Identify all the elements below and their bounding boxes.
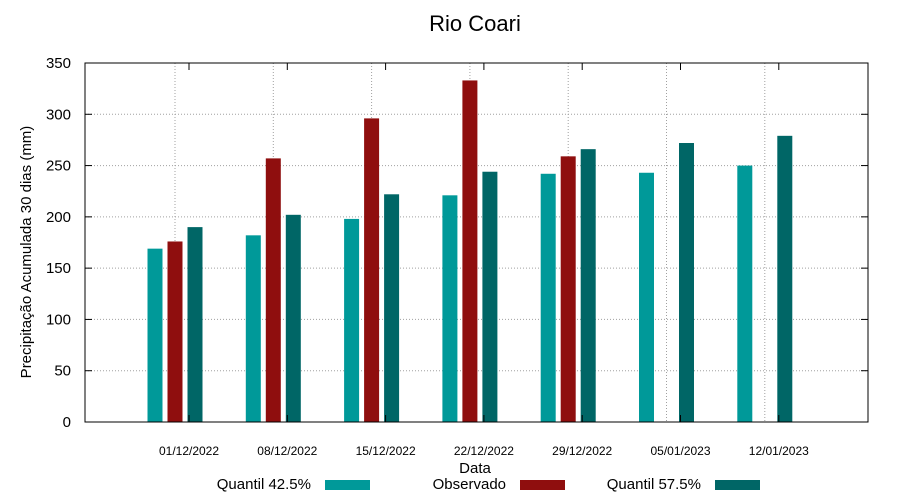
bar-1-7 bbox=[737, 165, 753, 423]
bar-3-2 bbox=[285, 214, 301, 422]
x-tick-label: 12/01/2023 bbox=[749, 444, 809, 458]
y-tick-label: 300 bbox=[46, 106, 71, 123]
legend-label-1: Quantil 42.5% bbox=[217, 476, 311, 493]
y-axis-label: Precipitação Acumulada 30 dias (mm) bbox=[18, 126, 35, 379]
x-axis-ticks: 01/12/2022 08/12/2022 15/12/2022 22/12/2022… bbox=[159, 63, 809, 458]
legend-swatch-3 bbox=[715, 480, 760, 490]
legend-swatch-1 bbox=[325, 480, 370, 490]
bar-1-6 bbox=[639, 172, 654, 422]
legend-label-2: Observado bbox=[433, 476, 506, 493]
x-tick-label: 15/12/2022 bbox=[356, 444, 416, 458]
x-tick-label: 22/12/2022 bbox=[454, 444, 514, 458]
bar-1-3 bbox=[344, 218, 360, 422]
x-tick-label: 08/12/2022 bbox=[257, 444, 317, 458]
bar-1-4 bbox=[442, 195, 458, 422]
bar-3-1 bbox=[187, 227, 203, 422]
bar-2-3 bbox=[364, 118, 380, 422]
bar-3-4 bbox=[482, 171, 498, 422]
bar-2-1 bbox=[167, 241, 183, 422]
bar-1-5 bbox=[540, 173, 556, 422]
bar-3-5 bbox=[580, 149, 596, 422]
legend-label-3: Quantil 57.5% bbox=[607, 476, 701, 493]
y-axis-ticks: 0 50 100 150 200 250 300 350 bbox=[46, 55, 868, 431]
bar-2-5 bbox=[560, 156, 576, 422]
x-tick-label: 29/12/2022 bbox=[552, 444, 612, 458]
y-tick-label: 250 bbox=[46, 158, 71, 175]
x-axis-label: Data bbox=[459, 460, 491, 477]
x-tick-label: 01/12/2022 bbox=[159, 444, 219, 458]
y-tick-label: 0 bbox=[63, 414, 71, 431]
bar-1-1 bbox=[147, 248, 163, 422]
legend-swatch-2 bbox=[520, 480, 565, 490]
y-tick-label: 150 bbox=[46, 260, 71, 277]
y-tick-label: 350 bbox=[46, 55, 71, 72]
bar-3-7 bbox=[777, 135, 793, 422]
x-tick-label: 05/01/2023 bbox=[650, 444, 710, 458]
legend: Quantil 42.5% Observado Quantil 57.5% bbox=[217, 476, 760, 493]
bar-1-2 bbox=[245, 235, 261, 422]
y-tick-label: 50 bbox=[54, 363, 71, 380]
bar-2-4 bbox=[462, 80, 478, 423]
bar-3-3 bbox=[384, 194, 400, 422]
bar-2-2 bbox=[265, 158, 281, 423]
y-tick-label: 100 bbox=[46, 311, 71, 328]
y-tick-label: 200 bbox=[46, 209, 71, 226]
bar-3-6 bbox=[679, 143, 694, 422]
plot-frame bbox=[84, 62, 869, 423]
bars bbox=[147, 80, 793, 423]
chart-title: Rio Coari bbox=[429, 11, 521, 36]
